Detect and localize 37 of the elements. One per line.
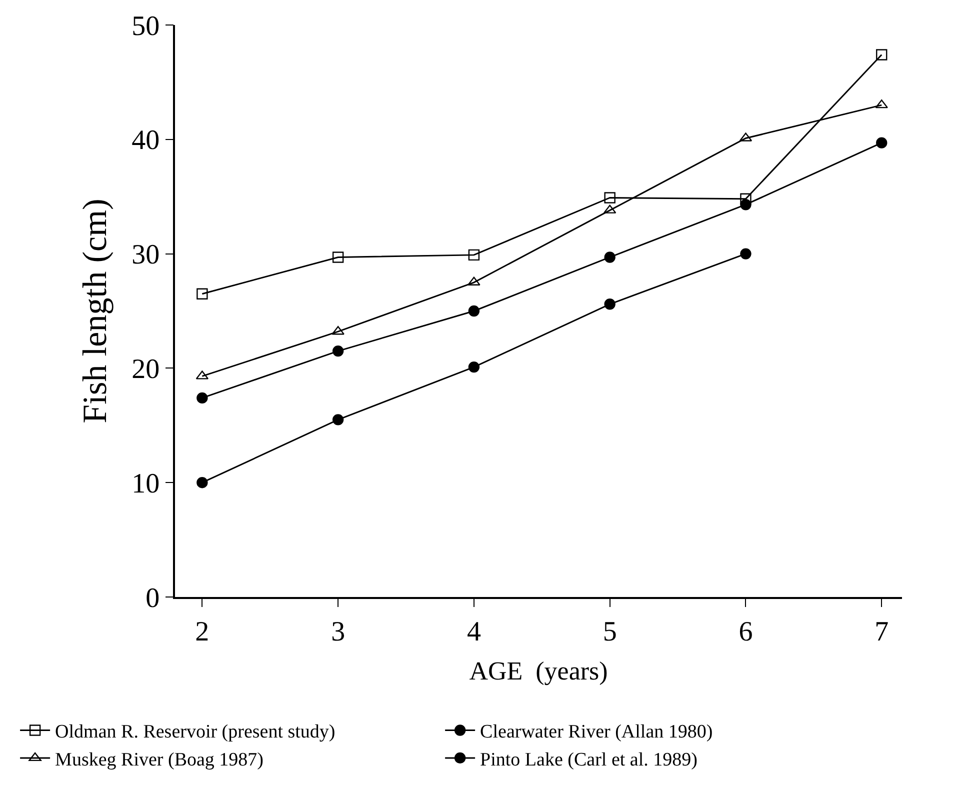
legend-label: Oldman R. Reservoir (present study): [55, 722, 336, 743]
x-tick-label: 6: [738, 616, 753, 648]
point: [876, 137, 888, 148]
point: [740, 199, 752, 210]
x-tick-label: 5: [602, 616, 617, 648]
y-axis-title: Fish length (cm): [76, 198, 114, 424]
point: [332, 345, 344, 357]
point: [876, 49, 888, 60]
legend-label: Muskeg River (Boag 1987): [55, 749, 264, 770]
x-tick-label: 4: [466, 616, 481, 648]
point: [468, 305, 480, 317]
y-tick-label: 50: [132, 10, 160, 42]
point: [604, 252, 616, 263]
point: [196, 477, 208, 488]
point: [332, 326, 344, 335]
point: [740, 193, 752, 204]
point: [196, 392, 208, 404]
y-tick-label: 10: [132, 468, 160, 500]
point: [604, 298, 616, 310]
point: [468, 249, 480, 261]
legend-label: Clearwater River (Allan 1980): [480, 722, 713, 743]
point: [332, 252, 344, 263]
y-tick-label: 30: [132, 240, 160, 271]
point: [196, 288, 208, 300]
x-axis-title: AGE (years): [469, 656, 608, 686]
point: [332, 414, 344, 426]
point: [740, 248, 752, 260]
y-tick-label: 20: [132, 354, 160, 385]
x-tick-label: 3: [331, 616, 346, 648]
point: [604, 192, 616, 204]
legend-label: Pinto Lake (Carl et al. 1989): [480, 749, 698, 770]
y-tick-label: 40: [132, 125, 160, 156]
point: [468, 361, 480, 373]
x-tick-label: 7: [874, 616, 889, 648]
y-tick-label: 0: [146, 582, 160, 614]
point: [875, 99, 888, 108]
x-tick-label: 2: [195, 616, 210, 648]
